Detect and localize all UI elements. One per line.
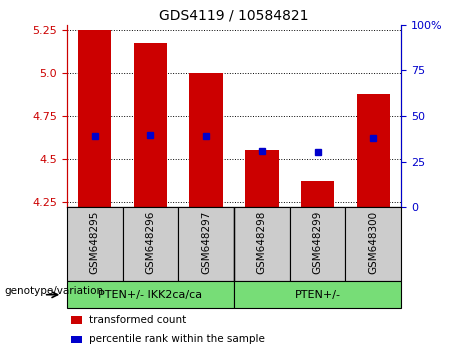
Text: genotype/variation: genotype/variation bbox=[5, 286, 104, 296]
FancyBboxPatch shape bbox=[234, 281, 401, 308]
Text: transformed count: transformed count bbox=[89, 315, 186, 325]
Text: GSM648295: GSM648295 bbox=[90, 211, 100, 274]
Title: GDS4119 / 10584821: GDS4119 / 10584821 bbox=[159, 8, 309, 22]
Text: GSM648296: GSM648296 bbox=[145, 211, 155, 274]
Bar bbox=[134, 43, 167, 207]
Bar bbox=[245, 150, 278, 207]
Bar bbox=[71, 316, 82, 324]
FancyBboxPatch shape bbox=[234, 207, 290, 281]
FancyBboxPatch shape bbox=[67, 281, 234, 308]
Text: GSM648297: GSM648297 bbox=[201, 211, 211, 274]
FancyBboxPatch shape bbox=[123, 207, 178, 281]
Text: GSM648300: GSM648300 bbox=[368, 211, 378, 274]
Bar bbox=[78, 30, 112, 207]
Bar bbox=[189, 73, 223, 207]
Text: PTEN+/- IKK2ca/ca: PTEN+/- IKK2ca/ca bbox=[98, 290, 202, 300]
Text: GSM648298: GSM648298 bbox=[257, 211, 267, 274]
Text: GSM648299: GSM648299 bbox=[313, 211, 323, 274]
Text: percentile rank within the sample: percentile rank within the sample bbox=[89, 335, 265, 344]
Text: PTEN+/-: PTEN+/- bbox=[295, 290, 341, 300]
FancyBboxPatch shape bbox=[290, 207, 345, 281]
Bar bbox=[71, 336, 82, 343]
FancyBboxPatch shape bbox=[67, 207, 123, 281]
FancyBboxPatch shape bbox=[345, 207, 401, 281]
FancyBboxPatch shape bbox=[178, 207, 234, 281]
Bar bbox=[356, 93, 390, 207]
Bar bbox=[301, 181, 334, 207]
